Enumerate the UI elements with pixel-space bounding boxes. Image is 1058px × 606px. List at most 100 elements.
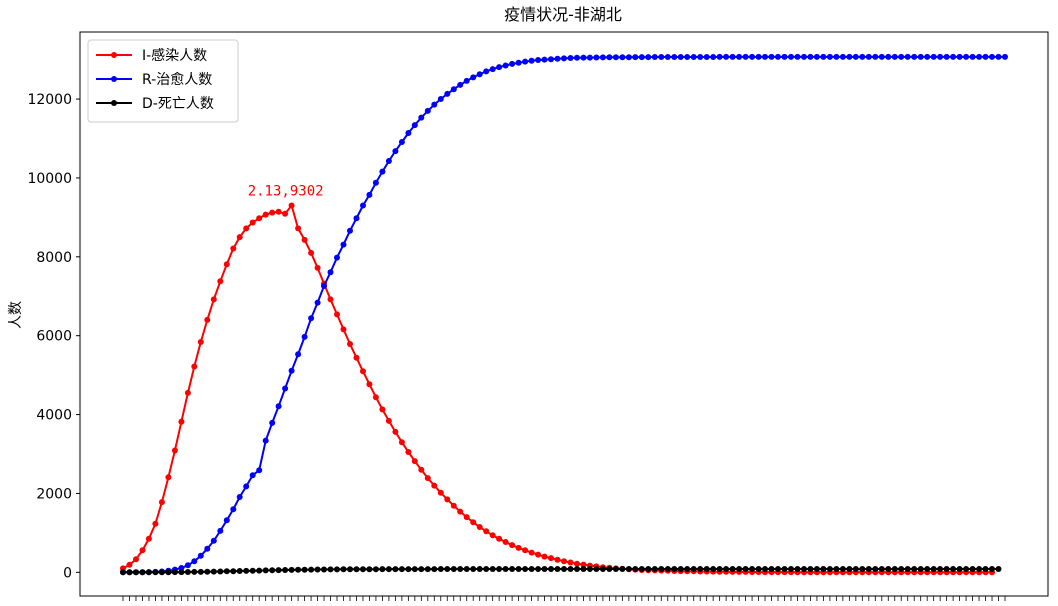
data-point [243,567,250,574]
data-point [340,241,347,248]
data-point [807,53,814,60]
data-point [353,566,360,573]
data-point [561,558,567,565]
data-point [632,54,639,61]
data-point [963,53,970,60]
data-point [314,299,321,306]
data-point [937,566,944,572]
data-point [217,527,224,534]
data-point [554,556,561,563]
data-point [126,561,133,568]
data-point [418,566,425,573]
data-point [424,566,431,573]
data-point [781,566,788,572]
data-point [431,482,438,489]
data-point [586,566,593,572]
data-point [308,315,315,322]
data-point [236,494,243,500]
data-point [411,566,418,573]
series-2 [120,53,1008,576]
data-point [327,296,334,303]
data-point [437,96,444,102]
data-point [625,54,632,61]
data-point [249,567,256,574]
data-point [314,264,321,271]
data-point [982,53,989,60]
data-point [937,53,944,60]
data-point [995,53,1002,60]
data-point [664,566,671,572]
data-point [463,77,470,84]
data-point [243,483,250,490]
data-point [865,53,872,60]
data-point [120,569,126,576]
data-point [275,208,282,215]
data-point [282,385,289,392]
data-point [684,54,691,60]
data-point [133,556,139,563]
data-point [398,139,405,145]
data-point [275,567,282,574]
data-point [924,566,931,572]
data-point [496,535,503,542]
data-point [710,54,717,60]
data-point [308,566,315,573]
data-point [282,567,289,573]
data-point [262,567,269,574]
data-point [1002,53,1008,60]
data-point [878,53,885,60]
series-layer [120,53,1008,576]
data-point [470,566,477,572]
data-point [891,566,898,572]
data-point [716,566,723,572]
data-point [736,53,743,60]
data-point [846,566,853,572]
data-point [411,122,418,129]
data-point [801,566,807,572]
data-point [567,55,574,61]
legend-label: I-感染人数 [142,47,207,64]
data-point [762,566,768,572]
data-point [638,54,645,61]
data-point [463,566,470,572]
data-point [450,86,457,93]
data-point [638,566,645,572]
data-point [360,202,366,209]
data-point [152,520,159,527]
data-point [904,566,911,572]
data-point [891,53,898,60]
data-point [385,566,392,573]
data-point [269,209,276,216]
data-point [366,191,373,198]
data-point [599,54,606,61]
data-point [411,458,418,465]
data-point [398,439,405,446]
data-point [535,566,542,572]
data-point [334,254,340,261]
data-point [444,90,451,97]
chart-title: 疫情状况-非湖北 [504,5,622,24]
data-point [548,56,554,63]
data-point [762,53,768,60]
data-point [502,539,509,545]
data-point [197,552,204,559]
data-point [930,53,937,60]
data-point [561,566,567,572]
data-point [671,54,678,60]
data-point [191,558,198,565]
data-point [852,53,859,60]
data-point [379,566,386,573]
data-point [580,561,587,568]
data-point [580,54,587,61]
data-point [904,53,911,60]
data-point [976,53,983,60]
data-point [742,566,749,572]
data-point [509,542,516,549]
series-line [123,55,1005,574]
data-point [528,549,535,556]
data-point [911,53,918,60]
data-point [288,367,295,374]
data-point [833,566,840,572]
data-point [749,53,756,60]
data-point [340,566,347,573]
